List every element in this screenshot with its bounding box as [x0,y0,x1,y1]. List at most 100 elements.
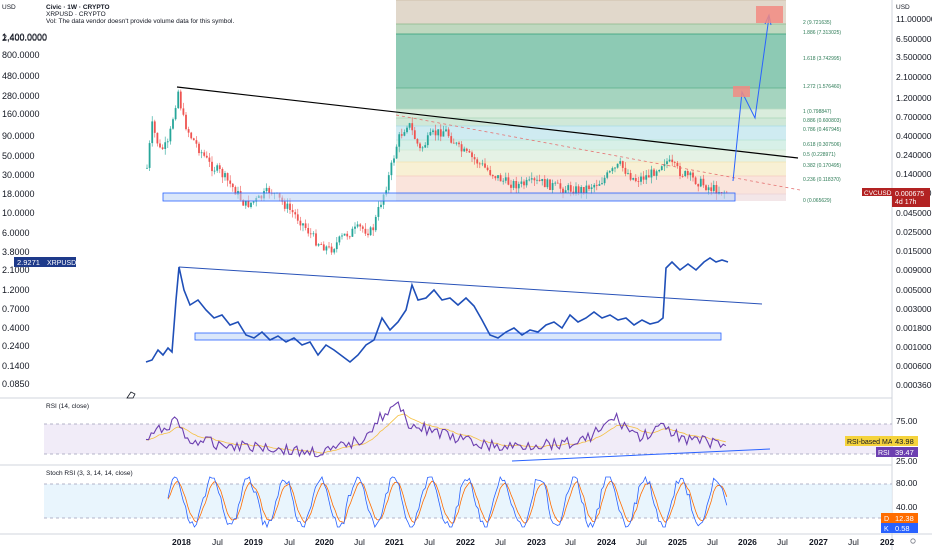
candle-body [478,163,481,165]
candle-body [166,141,169,143]
rsi-trendline[interactable] [511,448,771,462]
candle-body [364,228,367,234]
candle-body [679,166,681,177]
candle-body [250,202,252,207]
target-box-1[interactable] [733,86,750,97]
fib-band [396,140,786,150]
candle-body [476,159,479,164]
candle-body [177,91,180,109]
candle-body [343,233,346,236]
candle-body [283,201,286,209]
candle-body [460,144,463,152]
candle-body [413,130,416,140]
left-tick-label: 800.0000 [2,50,40,60]
cvc-trendline[interactable] [176,86,799,159]
rsi-ma-label: RSI-based MA [847,439,893,446]
cvc-symbol-badge [862,188,900,196]
candle-body [374,216,377,231]
candle-body [268,187,271,194]
x-tick-label: Jul [707,537,718,547]
x-tick-label: Jul [848,537,859,547]
x-tick-label: 2027 [809,537,828,547]
candle-body [442,131,445,137]
x-tick-label: 2024 [597,537,616,547]
stoch-k-label: K [884,526,889,533]
candle-body [559,183,562,189]
candle-body [549,179,551,190]
cvc-symbol-text: CVCUSD [864,190,892,197]
candle-body [694,177,697,185]
right-axis[interactable]: 11.000000 6.500000 3.500000 2.100000 1.20000… [896,14,932,390]
candle-body [528,179,531,181]
candle-body [533,178,536,181]
candle-body [473,157,476,160]
candle-body [595,184,598,186]
candle-body [185,114,187,130]
cvc-price-text: 0.000675 [895,191,924,198]
candle-body [190,132,193,139]
candle-body [686,171,689,176]
stoch-title: Stoch RSI (3, 3, 14, 14, close) [46,470,133,477]
projection-path[interactable] [732,16,770,182]
candle-body [562,188,564,193]
candle-body [671,159,674,163]
candle-body [146,167,148,169]
fib-band [396,88,786,109]
time-axis[interactable]: 2018 Jul 2019 Jul 2020 Jul 2021 Jul 2022 Jul 2023 J… [172,537,894,547]
candle-body [387,175,390,191]
left-tick-label: 160.0000 [2,109,40,119]
right-tick-label: 11.000000 [896,14,932,24]
right-tick-label: 0.045000 [896,208,932,218]
candle-body [325,246,328,251]
candle-body [699,178,702,187]
candle-body [203,152,206,156]
fib-band [396,0,786,24]
left-tick-label: 0.4000 [2,323,30,333]
candle-body [598,184,601,186]
rsi-label-badge [876,447,892,457]
x-tick-label: 202 [880,537,894,547]
fib-extension-zone[interactable]: 2 (9.721635) 1.886 (7.313025) 1.618 (3.742… [396,0,841,204]
left-tick-label: 50.0000 [2,151,35,161]
rsi-title: RSI (14, close) [46,403,89,410]
candle-body [660,166,663,170]
candle-body [416,139,419,144]
candle-body [546,179,549,188]
candle-body [400,134,403,136]
candle-body [507,177,510,185]
candle-body [205,155,208,158]
candle-body [348,236,351,238]
candle-body [439,129,442,137]
settings-icon[interactable] [910,538,916,544]
candle-body [484,163,486,168]
candle-body [291,209,294,213]
xrp-line-series [145,257,729,364]
left-tick-label: 6.0000 [2,228,30,238]
support-box-cvc[interactable] [162,192,736,202]
candle-body [356,224,359,227]
fib-band [396,162,786,176]
candle-body [689,172,692,176]
left-tick-label: 1.2000 [2,285,30,295]
candle-body [499,175,502,182]
candle-body [486,167,489,171]
candle-body [705,185,707,191]
candle-body [632,178,635,180]
fib-level-label: 0.786 (0.467945) [803,127,841,133]
candle-body [333,249,336,253]
candle-body [608,171,611,173]
candle-body [213,170,216,172]
candle-body [359,224,362,227]
candle-body [247,200,250,207]
target-box-2[interactable] [756,6,783,23]
candle-body [551,183,554,190]
candle-body [231,183,234,188]
rsi-ma-value: 43.98 [895,437,914,446]
candle-body [676,162,679,167]
candle-body [361,226,364,229]
replay-icon[interactable] [126,391,136,399]
candle-body [458,142,460,145]
support-box-xrp[interactable] [194,332,722,341]
